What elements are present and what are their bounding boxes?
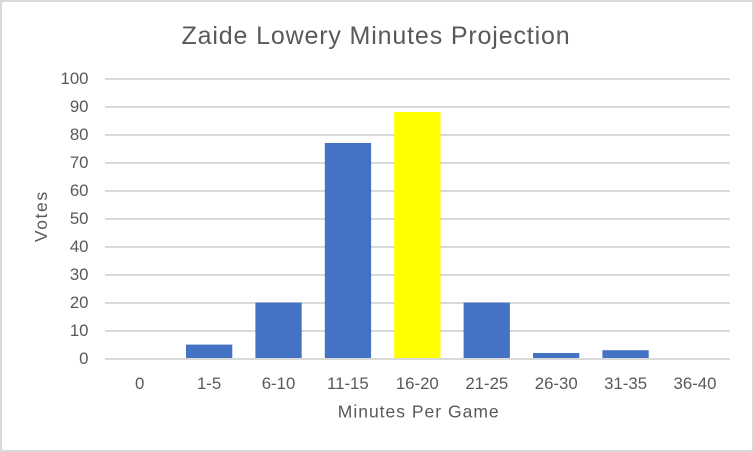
svg-text:80: 80: [70, 125, 89, 144]
svg-text:0: 0: [79, 349, 88, 368]
svg-text:1-5: 1-5: [197, 374, 221, 393]
svg-text:0: 0: [135, 374, 144, 393]
svg-text:20: 20: [70, 293, 89, 312]
svg-text:100: 100: [61, 69, 89, 88]
svg-text:60: 60: [70, 181, 89, 200]
svg-text:6-10: 6-10: [262, 374, 296, 393]
svg-text:Minutes Per Game: Minutes Per Game: [338, 402, 500, 422]
svg-text:21-25: 21-25: [465, 374, 508, 393]
svg-text:31-35: 31-35: [604, 374, 647, 393]
svg-text:30: 30: [70, 265, 89, 284]
svg-text:Zaide Lowery Minutes Projectio: Zaide Lowery Minutes Projection: [181, 22, 570, 50]
svg-text:40: 40: [70, 237, 89, 256]
svg-text:16-20: 16-20: [396, 374, 439, 393]
svg-text:Votes: Votes: [31, 190, 51, 242]
svg-text:70: 70: [70, 153, 89, 172]
svg-text:90: 90: [70, 97, 89, 116]
svg-text:11-15: 11-15: [327, 374, 369, 393]
svg-text:26-30: 26-30: [535, 374, 578, 393]
svg-text:50: 50: [70, 209, 89, 228]
svg-text:36-40: 36-40: [674, 374, 717, 393]
svg-text:10: 10: [70, 321, 89, 340]
